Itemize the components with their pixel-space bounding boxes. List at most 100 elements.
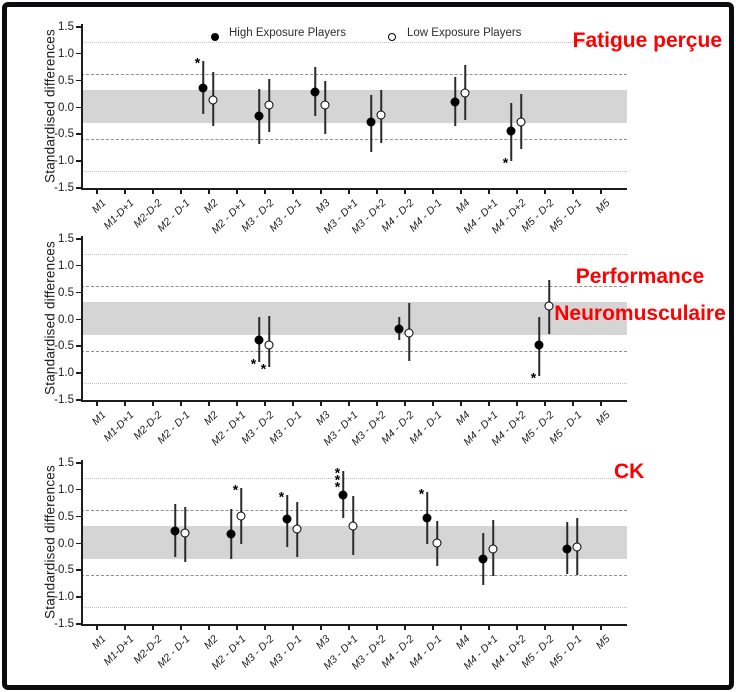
x-axis-tick-label: M2 xyxy=(201,633,221,652)
chart-title-fatigue-text: Fatigue perçue xyxy=(572,29,722,52)
y-axis-tick-label: -0.5 xyxy=(54,128,74,141)
high-exposure-legend-label: High Exposure Players xyxy=(229,27,346,39)
low-exposure-legend-label: Low Exposure Players xyxy=(407,27,522,39)
guide-line-dotted xyxy=(80,478,627,480)
marker-low-exposure xyxy=(376,110,386,120)
y-axis-tick xyxy=(75,372,81,374)
y-axis-tick xyxy=(75,596,81,598)
x-axis-tick xyxy=(236,190,238,194)
x-axis-tick xyxy=(264,626,266,630)
x-axis-tick xyxy=(124,190,126,194)
chart-title-ck: CK xyxy=(614,461,644,482)
x-axis-tick xyxy=(124,626,126,630)
y-axis-tick-label: 1.5 xyxy=(58,233,74,245)
significance-star: * xyxy=(232,481,239,498)
x-axis-tick xyxy=(460,402,462,406)
chart-title-fatigue: Fatigue perçue xyxy=(573,30,722,51)
significance-star: * xyxy=(260,360,267,377)
y-axis-tick-label: -1.0 xyxy=(54,591,74,604)
significance-star: * xyxy=(278,488,285,505)
low-exposure-legend-marker xyxy=(388,33,396,41)
x-axis-tick-label: M1-D+1 xyxy=(101,633,137,669)
x-axis-tick-label: M5 xyxy=(593,409,613,428)
marker-low-exposure xyxy=(516,117,526,127)
y-axis-tick-label: -1.0 xyxy=(54,367,74,380)
x-axis-tick xyxy=(180,190,182,194)
y-axis-tick xyxy=(75,515,81,518)
x-axis-tick xyxy=(544,190,546,194)
x-axis-tick xyxy=(208,190,210,194)
guide-line-dashed xyxy=(80,510,627,512)
guide-line-dotted xyxy=(80,382,627,384)
x-axis-tick xyxy=(292,626,294,630)
chart-title-performance: Performance Neuromusculaire xyxy=(545,258,735,332)
marker-high-exposure xyxy=(282,514,292,524)
trivial-band xyxy=(80,302,627,335)
x-axis-tick xyxy=(376,402,378,406)
marker-high-exposure xyxy=(254,111,264,121)
x-axis-tick xyxy=(152,402,154,406)
marker-low-exposure xyxy=(348,521,358,531)
y-axis-tick xyxy=(75,187,81,189)
x-axis-tick xyxy=(348,402,350,406)
x-axis-tick xyxy=(516,190,518,194)
y-axis-tick xyxy=(75,318,81,320)
x-axis-tick xyxy=(544,402,546,406)
y-axis-tick-label: 1.0 xyxy=(58,259,74,272)
x-axis-tick xyxy=(572,626,574,630)
significance-star: * xyxy=(530,369,537,386)
y-axis-tick-label: 1.0 xyxy=(58,47,74,60)
x-axis-tick xyxy=(404,626,406,630)
marker-high-exposure xyxy=(366,117,376,127)
x-axis-tick xyxy=(404,402,406,406)
marker-low-exposure xyxy=(180,528,190,538)
x-axis-tick xyxy=(488,626,490,630)
guide-line-dashed xyxy=(80,138,627,140)
y-axis-tick-label: 0.0 xyxy=(58,313,74,326)
x-axis-tick xyxy=(180,402,182,406)
y-axis-tick-label: -1.5 xyxy=(54,618,74,630)
y-axis-spine xyxy=(80,236,83,401)
x-axis-spine xyxy=(80,624,627,626)
x-axis-tick xyxy=(348,190,350,194)
marker-low-exposure xyxy=(292,524,302,534)
marker-high-exposure xyxy=(422,513,432,523)
marker-high-exposure xyxy=(394,324,404,334)
x-axis-tick xyxy=(572,402,574,406)
guide-line-dotted xyxy=(80,170,627,172)
marker-low-exposure xyxy=(264,100,274,110)
x-axis-tick xyxy=(376,190,378,194)
x-axis-spine xyxy=(80,400,627,402)
x-axis-tick xyxy=(124,402,126,406)
x-axis-tick-label: M4 xyxy=(453,409,473,428)
chart-title-performance-line2: Neuromusculaire xyxy=(554,302,726,325)
y-axis-tick-label: 0.0 xyxy=(58,101,74,114)
marker-low-exposure xyxy=(544,301,554,311)
x-axis-tick xyxy=(544,626,546,630)
marker-high-exposure xyxy=(506,126,516,136)
x-axis-tick-label: M1-D+1 xyxy=(101,409,137,445)
marker-high-exposure xyxy=(534,340,544,350)
guide-line-dashed xyxy=(80,74,627,76)
y-axis-tick xyxy=(75,26,81,28)
marker-high-exposure xyxy=(198,83,208,93)
y-axis-tick xyxy=(75,238,81,240)
x-axis-tick-label: M1 xyxy=(89,633,109,652)
x-axis-tick xyxy=(152,190,154,194)
x-axis-tick xyxy=(600,626,602,630)
x-axis-tick xyxy=(208,626,210,630)
marker-low-exposure xyxy=(236,511,246,521)
y-axis-tick xyxy=(75,160,81,162)
x-axis-tick xyxy=(404,190,406,194)
y-axis-tick xyxy=(75,488,81,491)
y-axis-tick xyxy=(75,264,81,267)
marker-low-exposure xyxy=(264,340,274,350)
x-axis-tick xyxy=(96,626,98,630)
x-axis-tick xyxy=(208,402,210,406)
y-axis-tick-label: 0.5 xyxy=(58,510,74,523)
x-axis-tick xyxy=(572,190,574,194)
y-axis-tick-label: 0.5 xyxy=(58,74,74,87)
x-axis-tick xyxy=(348,626,350,630)
y-axis-tick-label: -1.0 xyxy=(54,155,74,168)
